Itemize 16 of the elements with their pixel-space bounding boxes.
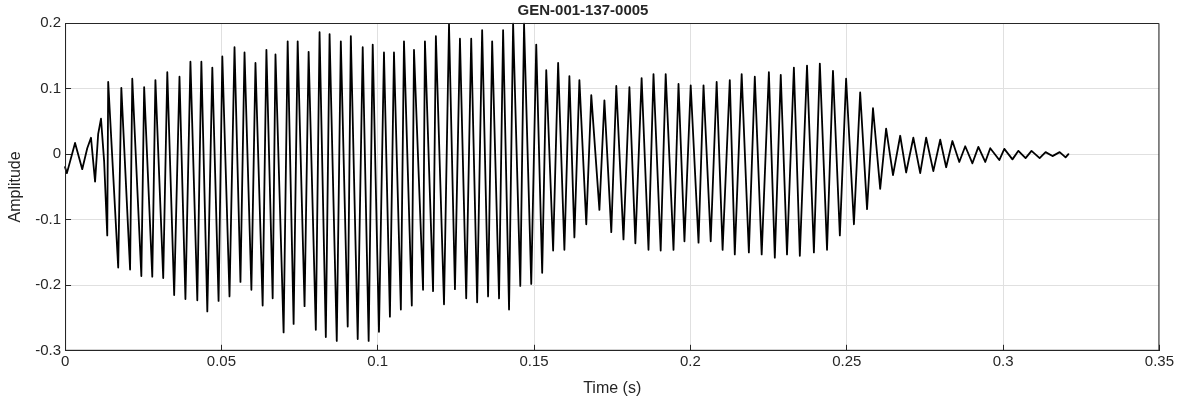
y-tick-label: -0.3 — [35, 340, 62, 358]
x-axis-title: Time (s) — [583, 378, 642, 396]
y-tick-label: -0.2 — [35, 275, 62, 293]
y-tick-label: 0.2 — [40, 13, 62, 31]
y-axis-title: Amplitude — [6, 151, 24, 223]
y-tick-label: 0.1 — [40, 78, 62, 96]
y-tick-label: -0.1 — [35, 209, 62, 227]
x-tick-label: 0.25 — [832, 351, 862, 369]
x-tick-label: 0.05 — [206, 351, 236, 369]
x-tick-label: 0.3 — [992, 351, 1014, 369]
x-tick-label: 0.35 — [1144, 351, 1174, 369]
chart-title: GEN-001-137-0005 — [517, 1, 649, 19]
x-tick-label: 0.1 — [367, 351, 389, 369]
x-tick-label: 0.15 — [519, 351, 549, 369]
y-tick-label: 0 — [52, 144, 62, 162]
x-tick-label: 0.2 — [679, 351, 701, 369]
